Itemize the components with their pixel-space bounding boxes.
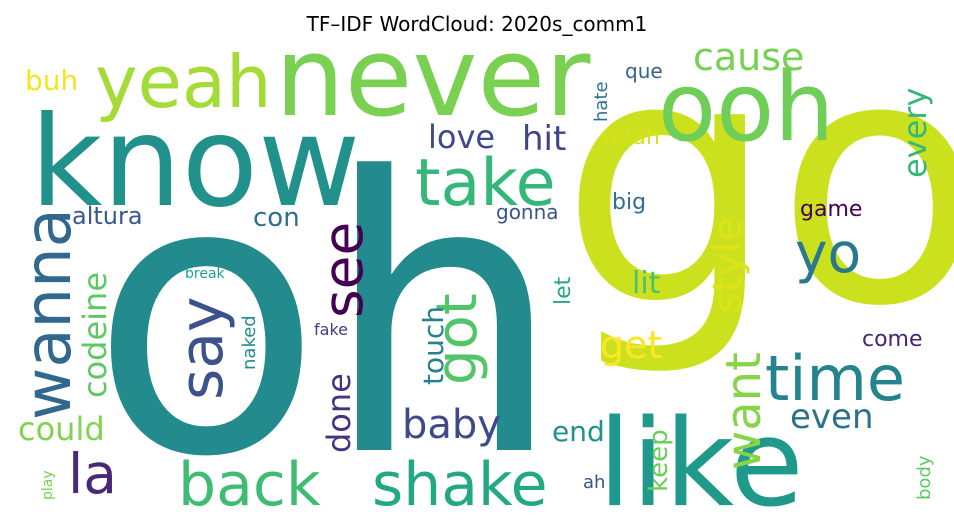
word-back: back xyxy=(178,450,321,520)
word-ooh: ooh xyxy=(658,53,834,163)
word-baby: baby xyxy=(402,402,501,448)
word-altura: altura xyxy=(72,202,143,230)
word-go: go xyxy=(560,0,954,381)
chart-title: TF–IDF WordCloud: 2020s_comm1 xyxy=(306,12,648,36)
word-cause: cause xyxy=(693,35,804,79)
word-hit: hit xyxy=(522,119,566,159)
word-never: never xyxy=(275,13,591,141)
word-done: done xyxy=(320,373,358,453)
word-got: got xyxy=(425,293,490,385)
word-could: could xyxy=(18,410,105,448)
word-shake: shake xyxy=(372,450,548,520)
word-yo: yo xyxy=(795,221,861,285)
word-ah: ah xyxy=(583,472,605,493)
word-every: every xyxy=(896,88,934,178)
word-like: like xyxy=(598,395,804,523)
word-yeah: yeah xyxy=(95,40,272,124)
word-buh: buh xyxy=(25,64,78,97)
word-love: love xyxy=(428,118,495,156)
word-wanna: wanna xyxy=(12,208,86,420)
word-say: say xyxy=(167,296,237,400)
word-come: come xyxy=(862,327,923,352)
word-keep: keep xyxy=(644,429,674,492)
word-hate: hate xyxy=(591,81,612,122)
word-woah: woah xyxy=(601,125,660,150)
word-naked: naked xyxy=(239,315,260,370)
word-even: even xyxy=(790,397,874,437)
word-want: want xyxy=(716,352,772,470)
word-body: body xyxy=(914,455,935,500)
word-con: con xyxy=(253,203,300,233)
word-end: end xyxy=(552,415,605,448)
word-get: get xyxy=(600,323,662,367)
word-touch: touch xyxy=(417,306,450,385)
word-fake: fake xyxy=(314,320,348,339)
word-take: take xyxy=(415,146,556,221)
word-big: big xyxy=(612,190,646,215)
word-break: break xyxy=(185,266,226,282)
word-oh: oh xyxy=(90,97,563,523)
word-gonna: gonna xyxy=(496,200,559,224)
word-codeine: codeine xyxy=(76,272,114,398)
word-que: que xyxy=(625,59,663,83)
word-let: let xyxy=(551,276,576,305)
word-know: know xyxy=(30,90,360,235)
word-see: see xyxy=(311,222,375,318)
word-game: game xyxy=(800,197,862,222)
word-play: play xyxy=(40,470,56,500)
word-la: la xyxy=(68,442,117,506)
word-time: time xyxy=(765,342,905,415)
word-style: style xyxy=(705,217,751,313)
word-lit: lit xyxy=(632,266,661,301)
